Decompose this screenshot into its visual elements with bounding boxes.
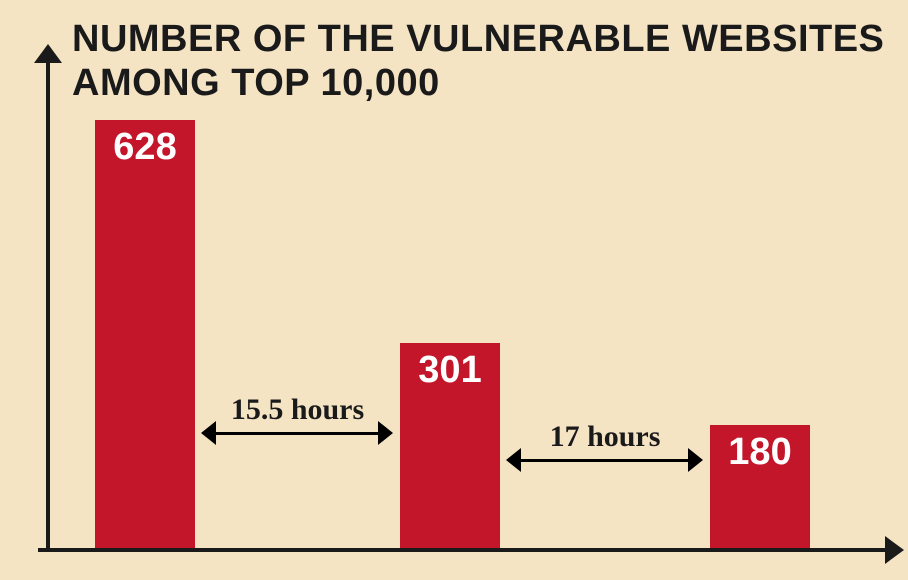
chart-title-line-2: AMONG TOP 10,000	[72, 62, 440, 105]
bar-value-label-1: 301	[400, 349, 500, 392]
x-axis-arrowhead-icon	[885, 536, 904, 564]
chart-stage: NUMBER OF THE VULNERABLE WEBSITESAMONG T…	[0, 0, 908, 580]
gap-label-1: 17 hours	[506, 420, 704, 454]
x-axis	[38, 548, 885, 552]
y-axis	[46, 58, 50, 550]
gap-arrow-line-1	[518, 459, 692, 462]
bar-0	[95, 120, 195, 548]
chart-title-line-1: NUMBER OF THE VULNERABLE WEBSITES	[72, 18, 884, 61]
y-axis-arrowhead-icon	[34, 44, 62, 63]
gap-label-0: 15.5 hours	[201, 393, 394, 427]
bar-value-label-2: 180	[710, 431, 810, 474]
gap-arrow-line-0	[213, 432, 382, 435]
bar-value-label-0: 628	[95, 126, 195, 169]
